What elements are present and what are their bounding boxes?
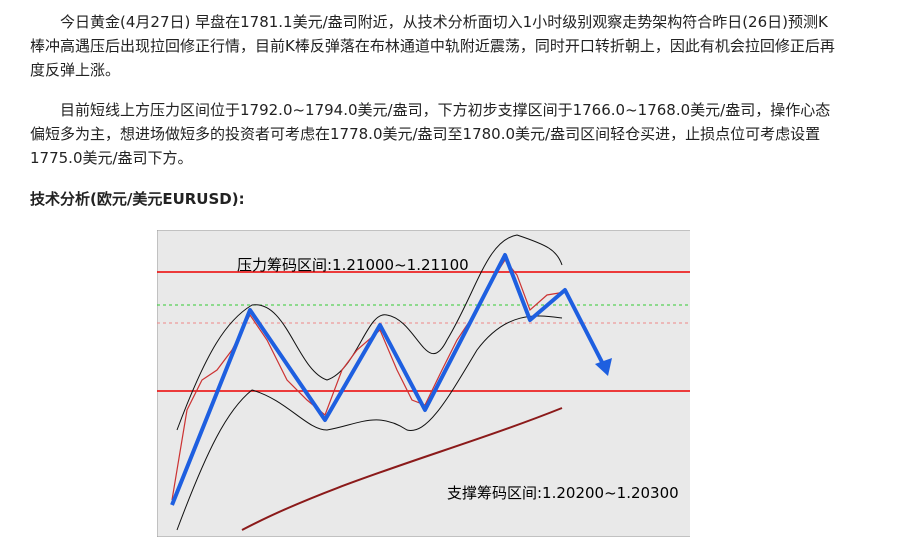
resistance-label: 压力筹码区间:1.21000~1.21100 (237, 256, 469, 274)
trend-arrow (170, 253, 607, 506)
support-label: 支撑筹码区间:1.20200~1.20300 (447, 484, 679, 502)
moving-average (241, 407, 563, 531)
price-axis (690, 230, 710, 537)
bollinger-lower (176, 315, 563, 531)
arrow-head (595, 358, 612, 376)
chart-background (157, 230, 710, 537)
paragraph: 今日黄金(4月27日) 早盘在1781.1美元/盎司附近，从技术分析面切入1小时… (30, 13, 835, 79)
section-heading: 技术分析(欧元/美元EURUSD): (30, 190, 245, 208)
chart-figure: 压力筹码区间:1.21000~1.21100 支撑筹码区间:1.20200~1.… (157, 230, 710, 537)
bollinger-upper (176, 234, 563, 431)
paragraph: 目前短线上方压力区间位于1792.0~1794.0美元/盎司，下方初步支撑区间于… (30, 101, 831, 167)
